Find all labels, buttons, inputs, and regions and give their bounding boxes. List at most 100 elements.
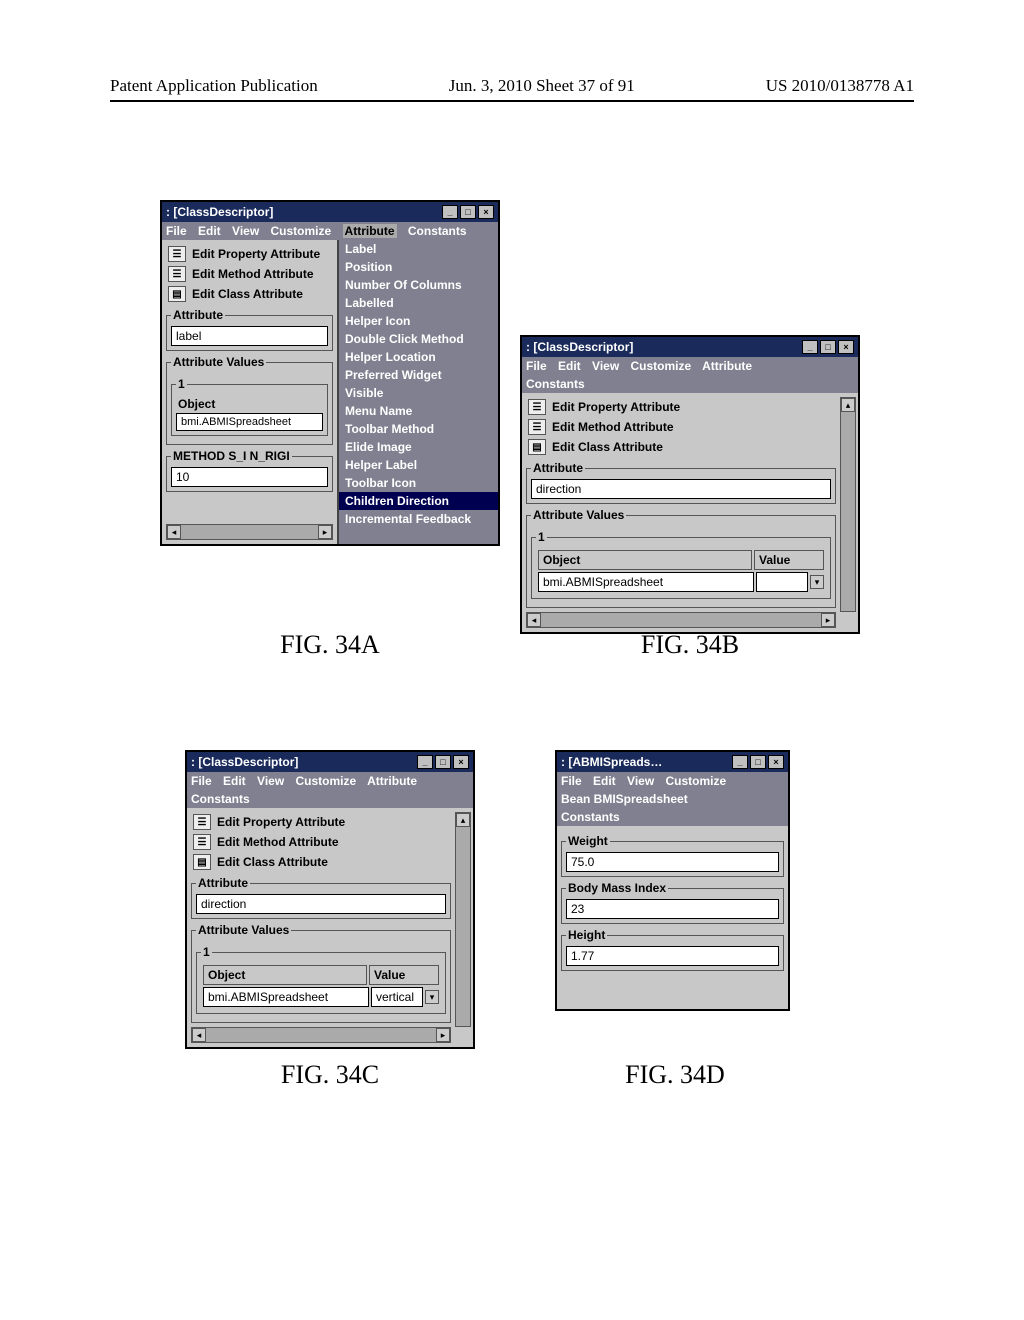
menu-file[interactable]: File (166, 224, 187, 238)
dropdown-button-icon[interactable]: ▾ (425, 990, 439, 1004)
dropdown-item[interactable]: Double Click Method (339, 330, 498, 348)
cell-value[interactable]: vertical (371, 987, 423, 1007)
bmi-input[interactable]: 23 (566, 899, 779, 919)
horizontal-scrollbar[interactable]: ◂ ▸ (526, 612, 836, 628)
maximize-icon[interactable]: □ (820, 340, 836, 354)
menubar-line2[interactable]: Constants (522, 375, 858, 393)
edit-property-attribute[interactable]: ☰ Edit Property Attribute (191, 812, 451, 832)
menu-view[interactable]: View (232, 224, 259, 238)
menubar-line2b[interactable]: Constants (557, 808, 788, 826)
menu-file[interactable]: File (191, 774, 212, 788)
edit-property-attribute[interactable]: ☰ Edit Property Attribute (166, 244, 333, 264)
edit-method-attribute[interactable]: ☰ Edit Method Attribute (166, 264, 333, 284)
dropdown-item[interactable]: Toolbar Icon (339, 474, 498, 492)
attribute-input[interactable]: direction (531, 479, 831, 499)
menu-attribute[interactable]: Attribute (367, 774, 417, 788)
menu-constants[interactable]: Constants (408, 224, 467, 238)
maximize-icon[interactable]: □ (750, 755, 766, 769)
titlebar[interactable]: : [ClassDescriptor] _ □ × (187, 752, 473, 772)
menu-edit[interactable]: Edit (593, 774, 616, 788)
menu-customize[interactable]: Customize (271, 224, 332, 238)
attribute-dropdown[interactable]: Label Position Number Of Columns Labelle… (337, 240, 498, 544)
scroll-right-icon[interactable]: ▸ (436, 1028, 450, 1042)
cell-object[interactable]: bmi.ABMISpreadsheet (538, 572, 754, 592)
vertical-scrollbar[interactable]: ▴ (455, 812, 471, 1027)
menubar[interactable]: File Edit View Customize Attribute Const… (162, 222, 498, 240)
horizontal-scrollbar[interactable]: ◂ ▸ (191, 1027, 451, 1043)
scroll-up-icon[interactable]: ▴ (456, 813, 470, 827)
scroll-left-icon[interactable]: ◂ (527, 613, 541, 627)
menu-edit[interactable]: Edit (198, 224, 221, 238)
menubar-line2a[interactable]: Bean BMISpreadsheet (557, 790, 788, 808)
menu-attribute[interactable]: Attribute (343, 224, 397, 238)
horizontal-scrollbar[interactable]: ◂ ▸ (166, 524, 333, 540)
attribute-input[interactable]: label (171, 326, 328, 346)
menu-file[interactable]: File (561, 774, 582, 788)
dropdown-item[interactable]: Helper Label (339, 456, 498, 474)
menubar[interactable]: File Edit View Customize Attribute (187, 772, 473, 790)
titlebar[interactable]: : [ABMISpreads… _ □ × (557, 752, 788, 772)
edit-class-attribute[interactable]: ▤ Edit Class Attribute (191, 852, 451, 872)
menubar[interactable]: File Edit View Customize (557, 772, 788, 790)
dropdown-item-selected[interactable]: Children Direction (339, 492, 498, 510)
page-header: Patent Application Publication Jun. 3, 2… (110, 76, 914, 102)
menu-edit[interactable]: Edit (558, 359, 581, 373)
dropdown-item[interactable]: Number Of Columns (339, 276, 498, 294)
edit-property-attribute[interactable]: ☰ Edit Property Attribute (526, 397, 836, 417)
scroll-left-icon[interactable]: ◂ (192, 1028, 206, 1042)
dropdown-item[interactable]: Helper Location (339, 348, 498, 366)
menu-customize[interactable]: Customize (666, 774, 727, 788)
menu-edit[interactable]: Edit (223, 774, 246, 788)
dropdown-item[interactable]: Helper Icon (339, 312, 498, 330)
dropdown-item[interactable]: Toolbar Method (339, 420, 498, 438)
titlebar[interactable]: : [ClassDescriptor] _ □ × (162, 202, 498, 222)
edit-class-attribute[interactable]: ▤ Edit Class Attribute (526, 437, 836, 457)
dropdown-item[interactable]: Labelled (339, 294, 498, 312)
dropdown-item[interactable]: Elide Image (339, 438, 498, 456)
menu-customize[interactable]: Customize (631, 359, 692, 373)
dropdown-item[interactable]: Label (339, 240, 498, 258)
maximize-icon[interactable]: □ (435, 755, 451, 769)
object-input[interactable]: bmi.ABMISpreadsheet (176, 413, 323, 431)
menubar-line2[interactable]: Constants (187, 790, 473, 808)
dropdown-item[interactable]: Preferred Widget (339, 366, 498, 384)
attribute-input[interactable]: direction (196, 894, 446, 914)
scroll-right-icon[interactable]: ▸ (318, 525, 332, 539)
method-input[interactable]: 10 (171, 467, 328, 487)
minimize-icon[interactable]: _ (732, 755, 748, 769)
cell-object[interactable]: bmi.ABMISpreadsheet (203, 987, 369, 1007)
menu-file[interactable]: File (526, 359, 547, 373)
dropdown-item[interactable]: Position (339, 258, 498, 276)
maximize-icon[interactable]: □ (460, 205, 476, 219)
dropdown-button-icon[interactable]: ▾ (810, 575, 824, 589)
height-input[interactable]: 1.77 (566, 946, 779, 966)
attribute-group: Attribute direction (526, 461, 836, 504)
vertical-scrollbar[interactable]: ▴ (840, 397, 856, 612)
menubar[interactable]: File Edit View Customize Attribute (522, 357, 858, 375)
close-icon[interactable]: × (838, 340, 854, 354)
edit-method-attribute[interactable]: ☰ Edit Method Attribute (526, 417, 836, 437)
menu-view[interactable]: View (627, 774, 654, 788)
edit-class-attribute[interactable]: ▤ Edit Class Attribute (166, 284, 333, 304)
minimize-icon[interactable]: _ (802, 340, 818, 354)
scroll-left-icon[interactable]: ◂ (167, 525, 181, 539)
close-icon[interactable]: × (768, 755, 784, 769)
minimize-icon[interactable]: _ (442, 205, 458, 219)
close-icon[interactable]: × (478, 205, 494, 219)
weight-input[interactable]: 75.0 (566, 852, 779, 872)
menu-customize[interactable]: Customize (296, 774, 357, 788)
close-icon[interactable]: × (453, 755, 469, 769)
titlebar[interactable]: : [ClassDescriptor] _ □ × (522, 337, 858, 357)
menu-view[interactable]: View (592, 359, 619, 373)
menu-attribute[interactable]: Attribute (702, 359, 752, 373)
dropdown-item[interactable]: Incremental Feedback (339, 510, 498, 528)
menu-view[interactable]: View (257, 774, 284, 788)
scroll-right-icon[interactable]: ▸ (821, 613, 835, 627)
dropdown-item[interactable]: Menu Name (339, 402, 498, 420)
dropdown-item[interactable]: Visible (339, 384, 498, 402)
edit-method-attribute[interactable]: ☰ Edit Method Attribute (191, 832, 451, 852)
scroll-up-icon[interactable]: ▴ (841, 398, 855, 412)
col-object: Object (203, 965, 367, 985)
cell-value[interactable] (756, 572, 808, 592)
minimize-icon[interactable]: _ (417, 755, 433, 769)
